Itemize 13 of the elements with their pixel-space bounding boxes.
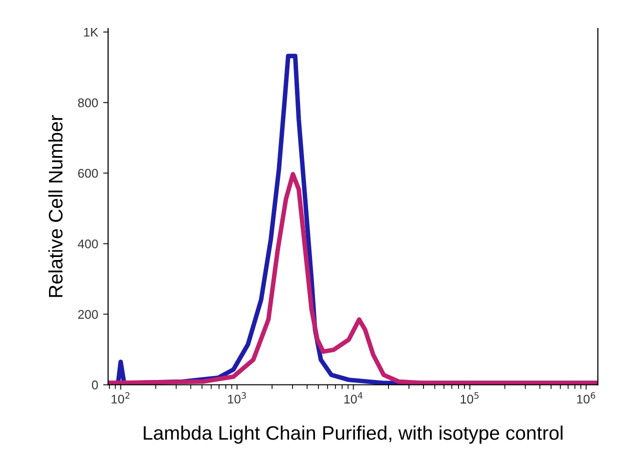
x-axis-title: Lambda Light Chain Purified, with isotype control (144, 426, 562, 444)
x-tick-label: 10$^{4}$ (344, 392, 363, 404)
x-tick-label: 10$^{6}$ (577, 392, 596, 404)
y-tick-label: 0 (92, 380, 98, 390)
y-axis-title: Relative Cell Number (48, 115, 63, 297)
y-tick-label: 1K (84, 28, 98, 37)
y-tick-label: 400 (78, 239, 98, 248)
y-tick-label: 200 (78, 310, 98, 319)
x-tick-label: 10$^{3}$ (228, 392, 246, 404)
x-tick-label: 10$^{5}$ (460, 392, 479, 404)
y-tick-label: 800 (78, 98, 98, 108)
x-tick-label: 10$^{2}$ (112, 392, 130, 404)
y-tick-label: 600 (78, 168, 98, 178)
